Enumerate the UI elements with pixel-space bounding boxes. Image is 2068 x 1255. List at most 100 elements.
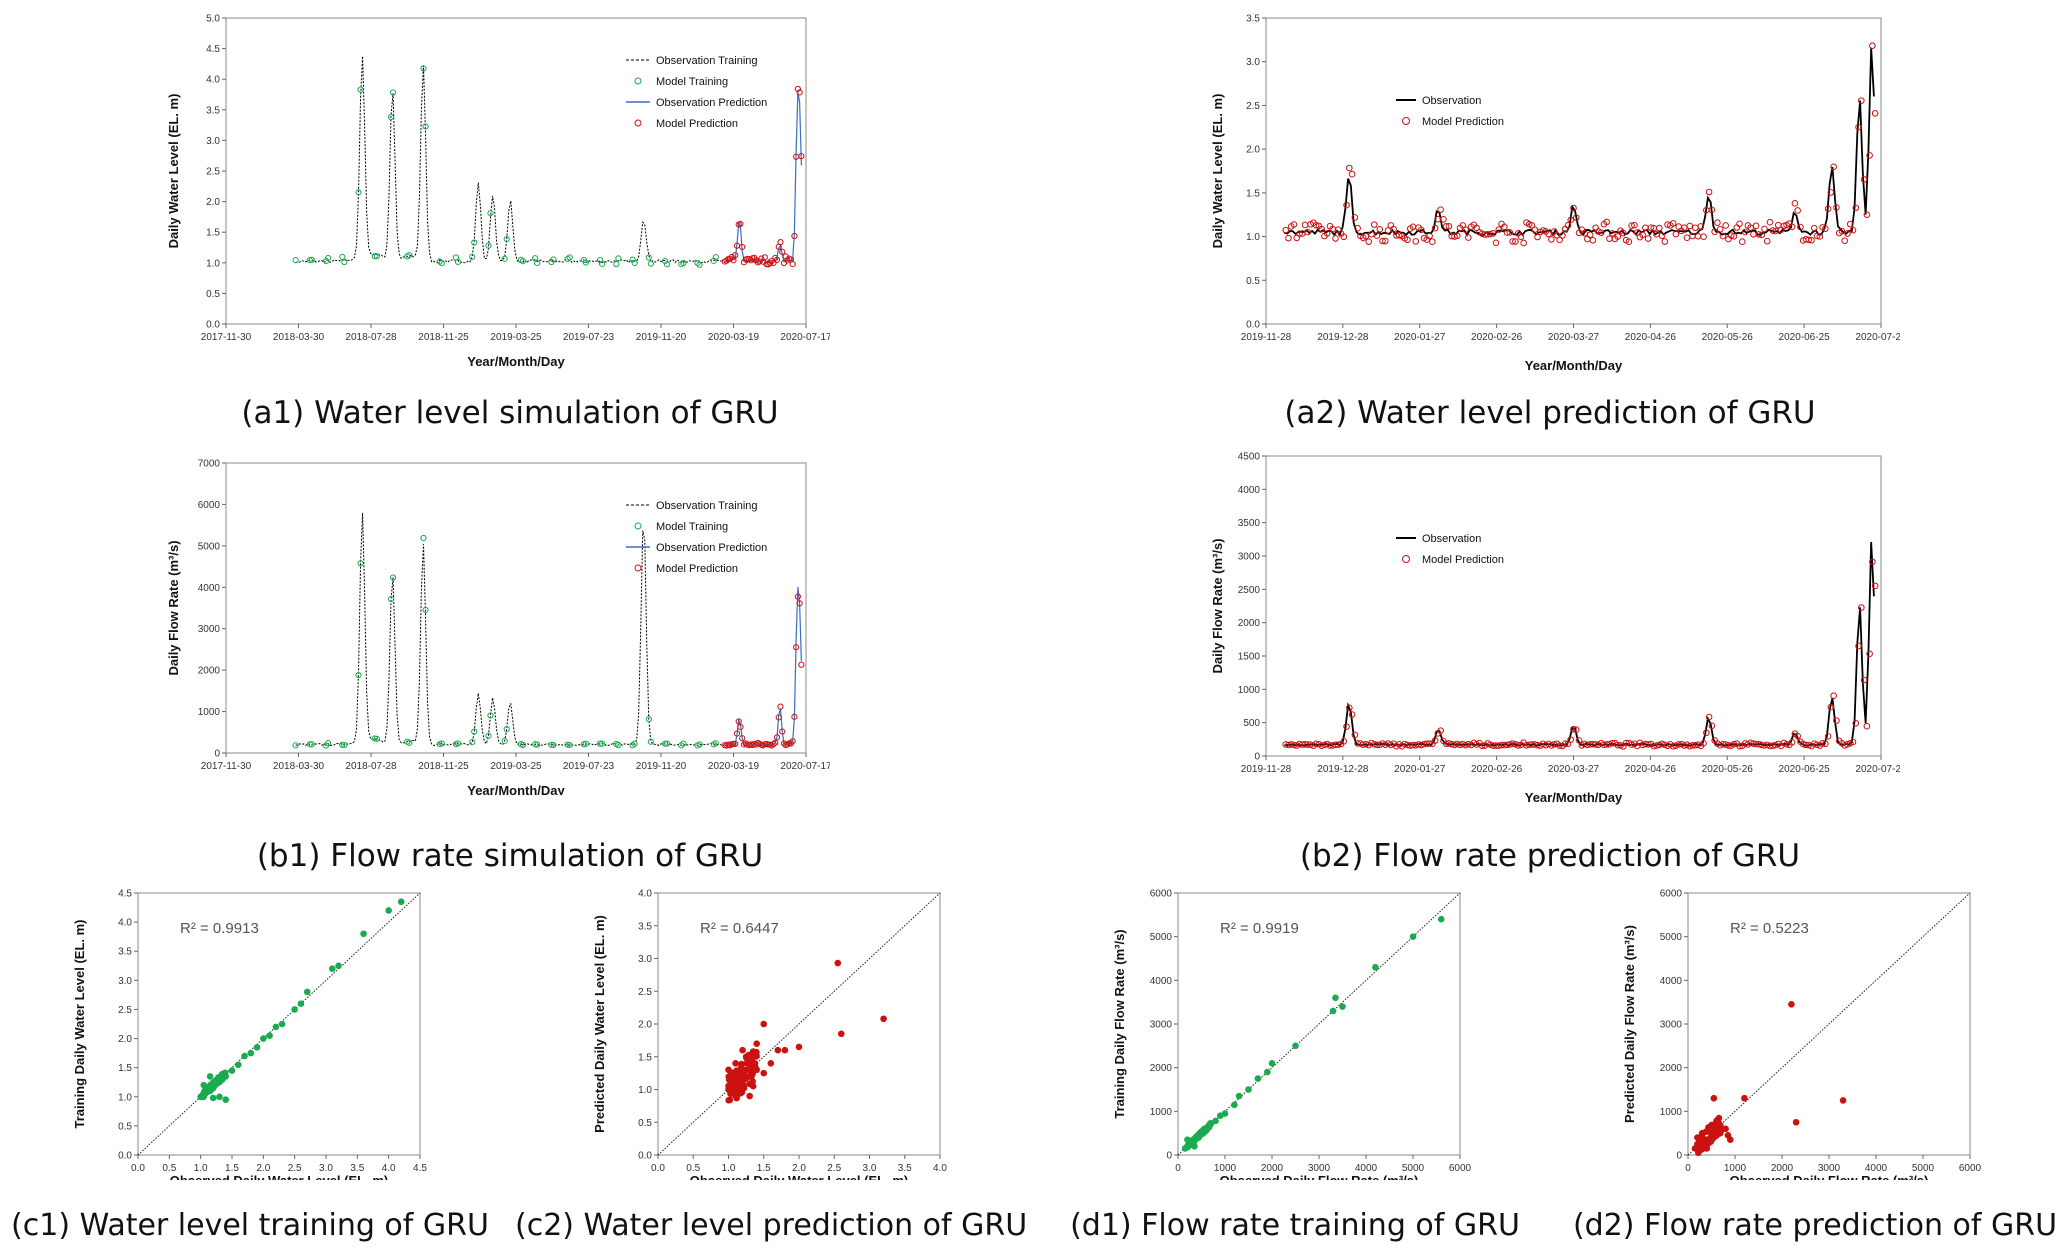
point-model-prediction	[1633, 229, 1641, 236]
point-model-training	[487, 712, 494, 719]
point-model-prediction	[779, 728, 786, 735]
y-tick-label: 3.5	[206, 105, 220, 116]
legend-label: Model Prediction	[1422, 116, 1504, 128]
y-tick-label: 3.0	[1246, 57, 1260, 68]
y-tick-label: 2.5	[638, 987, 652, 998]
point-model-prediction	[1705, 188, 1713, 196]
point-model-prediction	[1282, 226, 1289, 234]
y-tick-label: 3.5	[1246, 14, 1260, 25]
point-model-prediction	[1354, 224, 1361, 232]
x-tick-label: 2019-12-28	[1317, 332, 1369, 343]
y-tick-label: 1.5	[206, 228, 220, 239]
legend-label: Observation	[1422, 533, 1481, 545]
point-model-prediction	[1625, 238, 1633, 246]
point-model-prediction	[1849, 738, 1857, 746]
y-tick-label: 4.0	[638, 889, 652, 900]
scatter-point	[210, 1083, 217, 1090]
point-model-prediction	[793, 644, 800, 651]
point-model-training	[339, 741, 346, 748]
legend-label: Model Prediction	[656, 563, 738, 575]
x-tick-label: 4.0	[933, 1163, 947, 1174]
plot-area	[137, 892, 421, 1156]
point-model-prediction	[1871, 582, 1879, 590]
point-model-training	[519, 741, 527, 749]
point-model-training	[503, 236, 510, 243]
scatter-point	[1264, 1068, 1271, 1076]
x-tick-label: 2020-07-25	[1855, 764, 1900, 775]
y-tick-label: 2000	[1660, 1063, 1683, 1074]
scatter-point	[209, 1094, 217, 1102]
point-model-prediction	[1658, 232, 1666, 240]
point-model-prediction	[1606, 235, 1613, 242]
scatter-point	[385, 907, 392, 914]
scatter-point	[1187, 1140, 1195, 1148]
point-model-prediction	[1730, 740, 1738, 748]
point-model-training	[550, 741, 557, 749]
caption-c1: (c1) Water level training of GRU	[11, 1208, 489, 1243]
point-model-prediction	[1365, 238, 1373, 245]
scatter-point	[216, 1093, 223, 1101]
point-model-prediction	[1711, 228, 1718, 236]
caption-a2: (a2) Water level prediction of GRU	[1284, 395, 1816, 431]
point-model-prediction	[1373, 232, 1381, 239]
x-tick-label: 2020-03-19	[708, 761, 760, 772]
point-model-prediction	[1517, 233, 1525, 241]
point-model-prediction	[728, 253, 735, 261]
y-tick-label: 500	[1243, 718, 1260, 729]
point-model-prediction	[1431, 224, 1439, 232]
point-model-prediction	[1589, 236, 1597, 244]
y-tick-label: 5000	[1660, 932, 1683, 943]
point-model-training	[663, 261, 671, 268]
y-tick-label: 2.5	[206, 167, 220, 178]
x-tick-label: 1.5	[757, 1163, 771, 1174]
point-model-prediction	[1686, 222, 1694, 230]
point-model-training	[306, 741, 313, 748]
scatter-point	[1722, 1125, 1729, 1133]
point-model-prediction	[796, 89, 803, 96]
point-model-prediction	[1838, 227, 1846, 235]
point-model-prediction	[1465, 234, 1472, 241]
x-tick-label: 2020-05-26	[1702, 764, 1754, 775]
y-tick-label: 2000	[1238, 618, 1261, 629]
point-model-prediction	[1833, 204, 1840, 211]
scatter-point	[360, 930, 367, 938]
caption-d2: (d2) Flow rate prediction of GRU	[1572, 1208, 2058, 1243]
point-model-prediction	[1431, 737, 1439, 744]
point-model-training	[647, 260, 654, 267]
scatter-point	[247, 1049, 255, 1057]
scatter-point	[725, 1082, 732, 1090]
scatter-point	[767, 1060, 775, 1067]
scatter-point	[746, 1092, 753, 1100]
scatter-point	[1788, 1001, 1795, 1008]
point-model-prediction	[794, 85, 801, 93]
point-model-prediction	[1719, 232, 1727, 240]
point-model-training	[373, 735, 380, 742]
scatter-point	[1712, 1125, 1720, 1133]
point-model-prediction	[1453, 232, 1461, 240]
scatter-point	[1329, 1007, 1337, 1015]
y-tick-label: 4.5	[206, 44, 220, 55]
legend-swatch-model-training	[634, 522, 642, 530]
point-model-prediction	[1852, 204, 1860, 212]
x-tick-label: 0.5	[162, 1163, 176, 1174]
point-model-prediction	[1855, 642, 1862, 650]
point-model-prediction	[1531, 226, 1539, 234]
point-model-prediction	[1343, 201, 1350, 209]
scatter-point	[1710, 1094, 1718, 1102]
point-model-prediction	[735, 718, 742, 725]
point-model-prediction	[1708, 206, 1716, 214]
point-model-prediction	[798, 661, 805, 668]
legend-label: Model Prediction	[656, 118, 738, 130]
scatter-point	[1292, 1042, 1299, 1050]
scatter-point	[751, 1060, 759, 1067]
y-tick-label: 5000	[198, 541, 221, 552]
legend-label: Model Training	[656, 521, 728, 533]
scatter-point	[748, 1072, 755, 1080]
y-axis-label: Predicted Daily Flow Rate (m³/s)	[1622, 925, 1637, 1123]
point-model-training	[422, 123, 429, 130]
x-tick-label: 0.0	[131, 1163, 145, 1174]
point-model-prediction	[1824, 205, 1832, 213]
point-model-prediction	[1514, 742, 1522, 749]
caption-d1: (d1) Flow rate training of GRU	[1070, 1208, 1520, 1243]
legend-label: Model Prediction	[1422, 554, 1504, 566]
